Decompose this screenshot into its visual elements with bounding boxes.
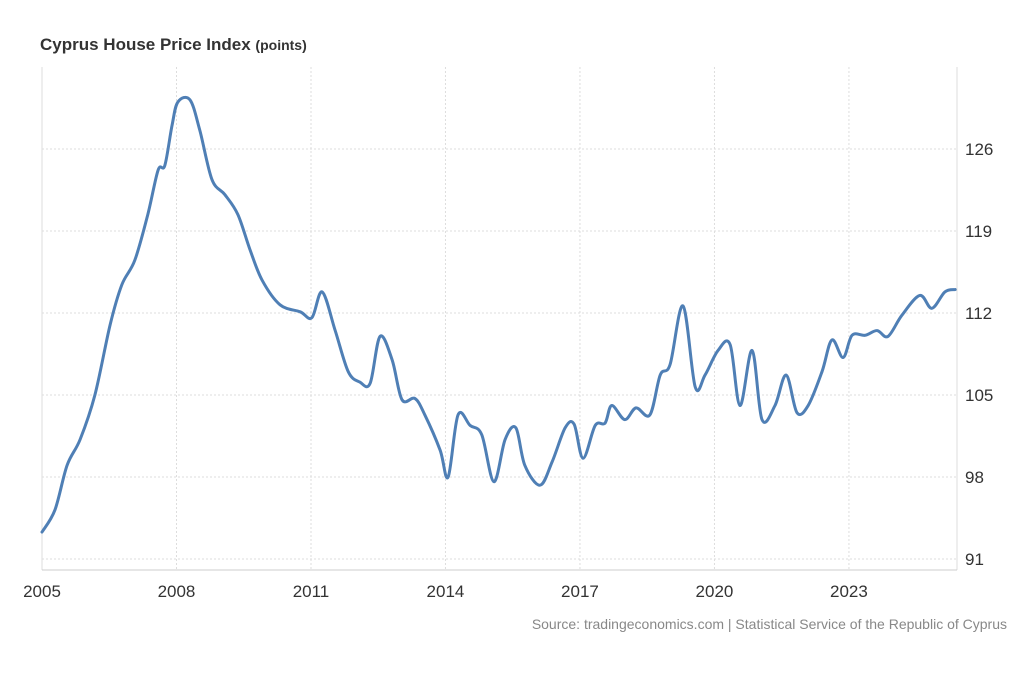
x-tick-label: 2014 (427, 582, 465, 601)
y-tick-label: 91 (965, 550, 984, 569)
unit-label: (points) (255, 37, 307, 53)
y-tick-label: 105 (965, 386, 993, 405)
y-tick-label: 119 (965, 222, 992, 241)
x-tick-label: 2020 (696, 582, 734, 601)
chart-title: Cyprus House Price Index (points) (40, 35, 307, 55)
source-note: Source: tradingeconomics.com | Statistic… (531, 616, 1007, 632)
y-tick-label: 98 (965, 468, 984, 487)
x-tick-label: 2008 (158, 582, 196, 601)
x-tick-label: 2023 (830, 582, 868, 601)
title-text: Cyprus House Price Index (40, 35, 251, 54)
y-tick-label: 112 (965, 304, 992, 323)
series-line (40, 95, 957, 534)
x-tick-label: 2017 (561, 582, 599, 601)
x-tick-label: 2005 (23, 582, 61, 601)
y-tick-label: 126 (965, 140, 993, 159)
x-tick-label: 2011 (293, 582, 330, 601)
